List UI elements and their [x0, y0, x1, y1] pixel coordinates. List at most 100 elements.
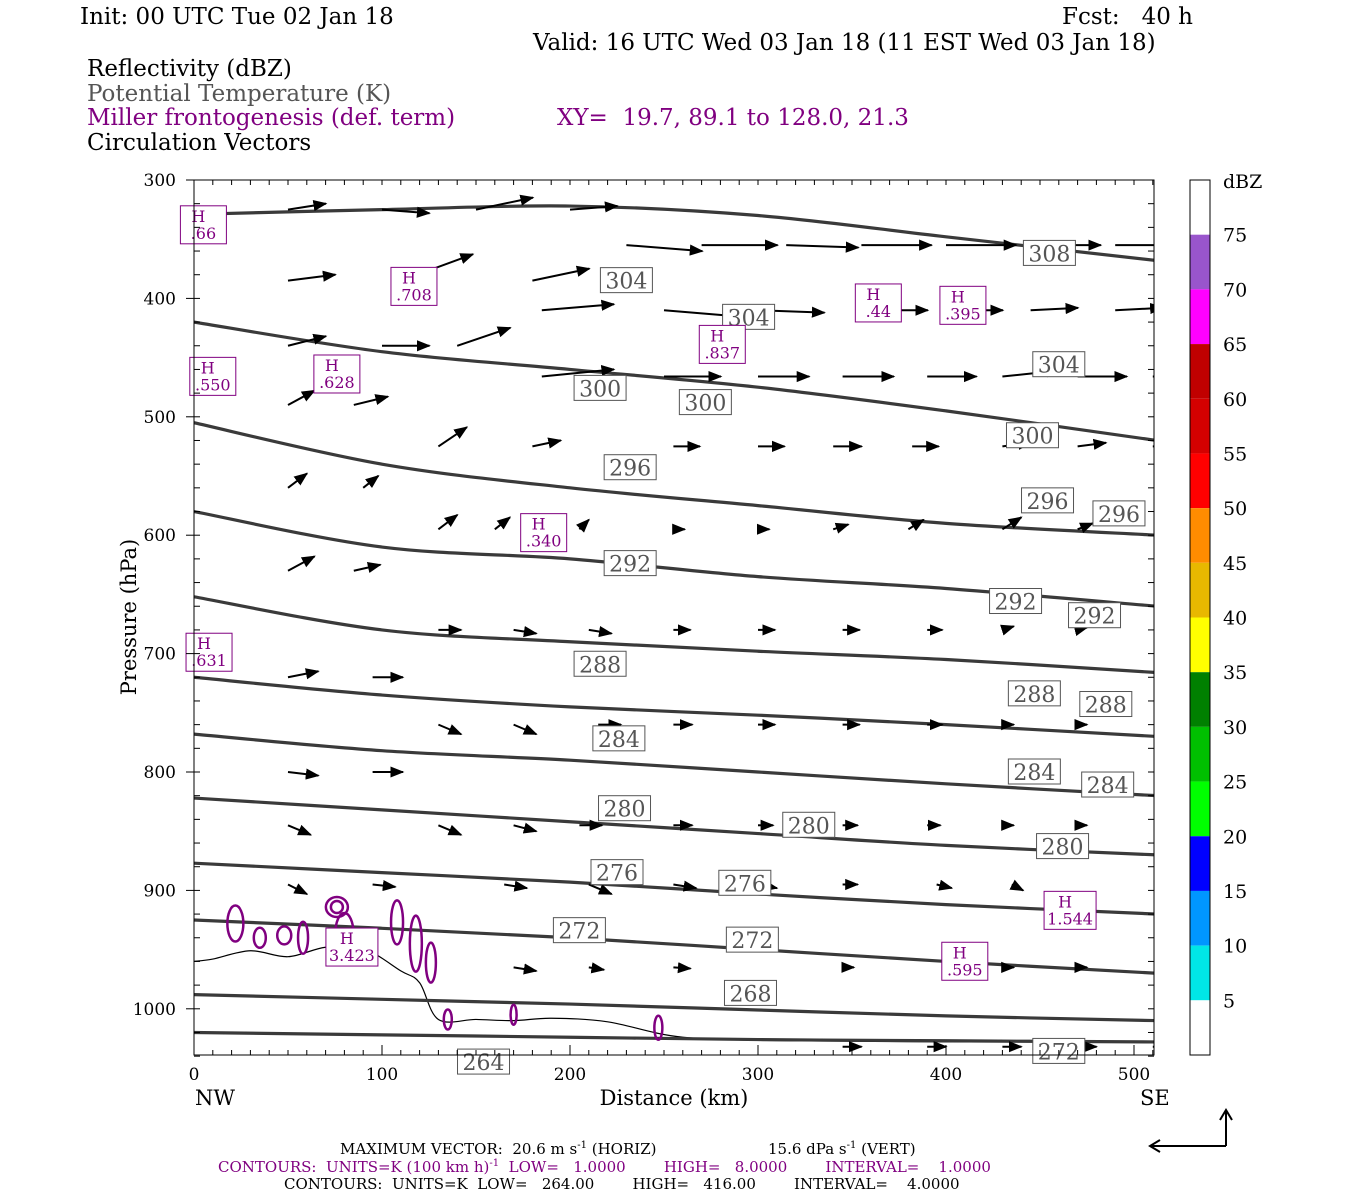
- colorbar-label: 30: [1223, 717, 1247, 739]
- frontogenesis-contour: [424, 941, 438, 984]
- footer-contours-theta: CONTOURS: UNITS=K LOW= 264.00 HIGH= 416.…: [284, 1175, 960, 1193]
- max-value-text: .628: [319, 373, 355, 392]
- circulation-vector: [786, 241, 860, 253]
- frontogenesis-max-label: H.66: [179, 205, 227, 245]
- colorbar-swatch: [1190, 890, 1210, 946]
- circulation-vector: [673, 962, 692, 974]
- max-value-text: .66: [191, 224, 216, 243]
- frontogenesis-max-label: H.708: [390, 266, 438, 306]
- theta-label: 304: [1032, 351, 1086, 379]
- theta-label-text: 272: [558, 920, 600, 945]
- circulation-vector: [494, 516, 512, 531]
- circulation-vector: [353, 562, 382, 573]
- init-time: Init: 00 UTC Tue 02 Jan 18: [80, 4, 394, 30]
- colorbar-swatch: [1190, 726, 1210, 782]
- theta-label: 276: [590, 859, 644, 887]
- colorbar-swatch: [1190, 617, 1210, 673]
- circulation-vector: [832, 522, 850, 534]
- theta-label-text: 300: [579, 377, 621, 402]
- y-tick-label: 700: [144, 645, 176, 665]
- max-h-text: H: [340, 929, 354, 948]
- theta-label-text: 308: [1028, 242, 1070, 267]
- theta-label-text: 272: [731, 929, 773, 954]
- circulation-vector: [588, 626, 613, 638]
- circulation-vector: [1077, 522, 1095, 534]
- circulation-vector: [504, 880, 529, 892]
- max-value-text: .550: [195, 375, 231, 394]
- max-h-text: H: [402, 268, 416, 287]
- colorbar-label: 35: [1223, 662, 1247, 684]
- colorbar-frame: [1189, 179, 1211, 1056]
- frontogenesis-contour: [509, 1003, 518, 1026]
- max-value-text: .44: [866, 302, 891, 321]
- max-h-text: H: [201, 358, 215, 377]
- title-reflectivity: Reflectivity (dBZ): [87, 56, 292, 82]
- colorbar-swatch: [1190, 672, 1210, 727]
- theta-label: 288: [1007, 680, 1061, 708]
- max-h-text: H: [866, 285, 880, 304]
- y-tick-label: 300: [144, 171, 176, 191]
- theta-label-text: 280: [1042, 836, 1084, 861]
- circulation-vector: [437, 514, 459, 531]
- colorbar-swatch: [1190, 781, 1210, 837]
- circulation-vector: [588, 883, 613, 896]
- theta-label-text: 296: [609, 457, 651, 482]
- frontogenesis-max-label: H.550: [189, 356, 237, 396]
- circulation-vector: [936, 879, 954, 891]
- max-value-text: .708: [396, 285, 432, 304]
- theta-label-text: 300: [684, 392, 726, 417]
- frontogenesis-max-label: H.595: [941, 941, 989, 981]
- theta-label-text: 304: [605, 270, 647, 295]
- max-value-text: .395: [945, 304, 981, 323]
- title-vectors: Circulation Vectors: [87, 130, 312, 156]
- colorbar-swatch: [1190, 562, 1210, 618]
- theta-label-text: 300: [1011, 425, 1053, 450]
- footer-contours-fronto: CONTOURS: UNITS=K (100 km h)-1 LOW= 1.00…: [218, 1158, 991, 1176]
- x-tick-label: 100: [366, 1065, 398, 1085]
- circulation-vector: [362, 474, 380, 489]
- footer-max-vector: MAXIMUM VECTOR: 20.6 m s-1 (HORIZ): [340, 1140, 657, 1158]
- frontogenesis-max-label: H.340: [520, 513, 568, 553]
- max-h-text: H: [1058, 892, 1072, 911]
- circulation-vector: [569, 201, 619, 213]
- circulation-vector: [287, 555, 316, 572]
- circulation-vector: [513, 963, 538, 975]
- circulation-vector: [532, 265, 591, 282]
- frontogenesis-contour: [275, 925, 293, 946]
- isentrope-276: [194, 861, 1154, 916]
- circulation-vector: [1115, 302, 1154, 315]
- max-value-text: 3.423: [329, 946, 375, 965]
- circulation-vector: [1009, 879, 1025, 892]
- circulation-vector: [287, 333, 328, 347]
- colorbar-label: 10: [1223, 936, 1247, 958]
- theta-label: 300: [678, 389, 732, 417]
- theta-label: 272: [725, 926, 779, 954]
- circulation-vector: [287, 200, 328, 212]
- theta-label: 284: [592, 725, 646, 753]
- colorbar-swatch: [1190, 508, 1210, 563]
- max-value-text: .340: [526, 532, 562, 551]
- theta-label: 288: [1079, 691, 1133, 719]
- x-tick-label: 0: [189, 1065, 200, 1085]
- circulation-vector: [438, 824, 463, 836]
- frontogenesis-contour: [408, 914, 424, 973]
- colorbar-label: 5: [1223, 990, 1235, 1012]
- colorbar-label: 60: [1223, 389, 1247, 411]
- frontogenesis-contour: [296, 920, 310, 956]
- x-tick-label: 500: [1118, 1065, 1150, 1085]
- theta-label-text: 296: [1027, 490, 1069, 515]
- theta-label-text: 296: [1098, 503, 1140, 528]
- circulation-vector: [907, 518, 925, 532]
- colorbar-label: 50: [1223, 498, 1247, 520]
- circulation-vector: [513, 723, 538, 736]
- colorbar-swatch: [1190, 289, 1210, 345]
- frontogenesis-contour: [324, 895, 350, 919]
- circulation-vector: [1077, 438, 1108, 450]
- isentrope-308: [194, 204, 1154, 262]
- colorbar-label: 25: [1223, 772, 1247, 794]
- frontogenesis-max-label: H.631: [185, 632, 233, 672]
- theta-label-text: 276: [596, 862, 638, 887]
- colorbar-label: 15: [1223, 881, 1247, 903]
- theta-label: 304: [599, 267, 653, 295]
- colorbar-unit: dBZ: [1223, 171, 1262, 193]
